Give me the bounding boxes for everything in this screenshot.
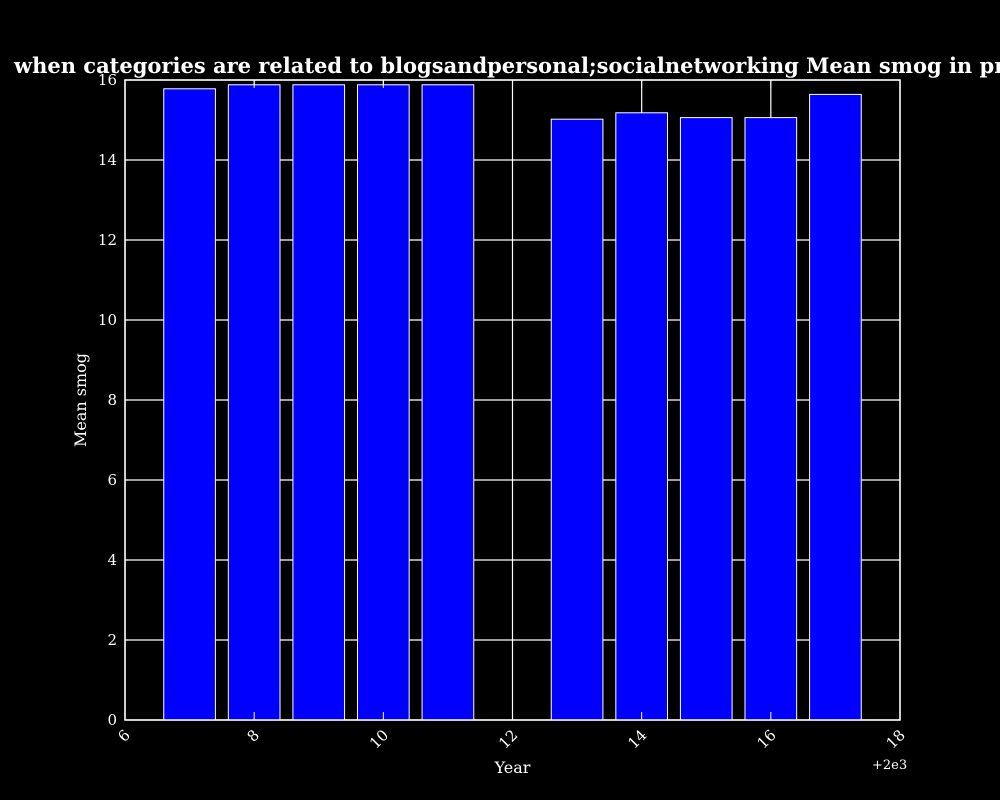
- y-tick-label: 4: [107, 551, 117, 569]
- x-tick-label: 12: [495, 726, 521, 752]
- bar: [550, 118, 604, 721]
- y-axis-ticks: 0 2 4 6 8 10 12 14 16: [98, 71, 900, 729]
- y-tick-label: 2: [107, 631, 117, 649]
- y-axis-label: Mean smog: [71, 353, 90, 447]
- chart-title: when categories are related to blogsandp…: [13, 53, 1000, 78]
- y-tick-label: 8: [107, 391, 117, 409]
- bar: [421, 84, 475, 721]
- y-tick-label: 0: [107, 711, 117, 729]
- x-tick-label: 16: [753, 726, 779, 752]
- y-tick-label: 6: [107, 471, 117, 489]
- y-tick-label: 14: [98, 151, 117, 169]
- y-tick-label: 16: [98, 71, 117, 89]
- bar: [163, 88, 216, 721]
- x-tick-label: 14: [624, 726, 650, 752]
- y-tick-label: 10: [98, 311, 117, 329]
- x-axis-label: Year: [494, 758, 531, 777]
- x-axis-offset-label: +2e3: [872, 758, 907, 773]
- x-tick-label: 18: [883, 726, 909, 752]
- y-tick-label: 12: [98, 231, 117, 249]
- x-tick-label: 8: [244, 726, 263, 745]
- x-tick-label: 10: [366, 726, 392, 752]
- bars: [163, 84, 862, 721]
- bar: [357, 84, 410, 721]
- bar: [615, 112, 668, 721]
- x-tick-label: 6: [114, 726, 133, 745]
- bar: [679, 117, 733, 721]
- bar: [227, 84, 281, 721]
- bar: [744, 117, 798, 721]
- bar: [292, 84, 346, 721]
- bar: [809, 93, 862, 721]
